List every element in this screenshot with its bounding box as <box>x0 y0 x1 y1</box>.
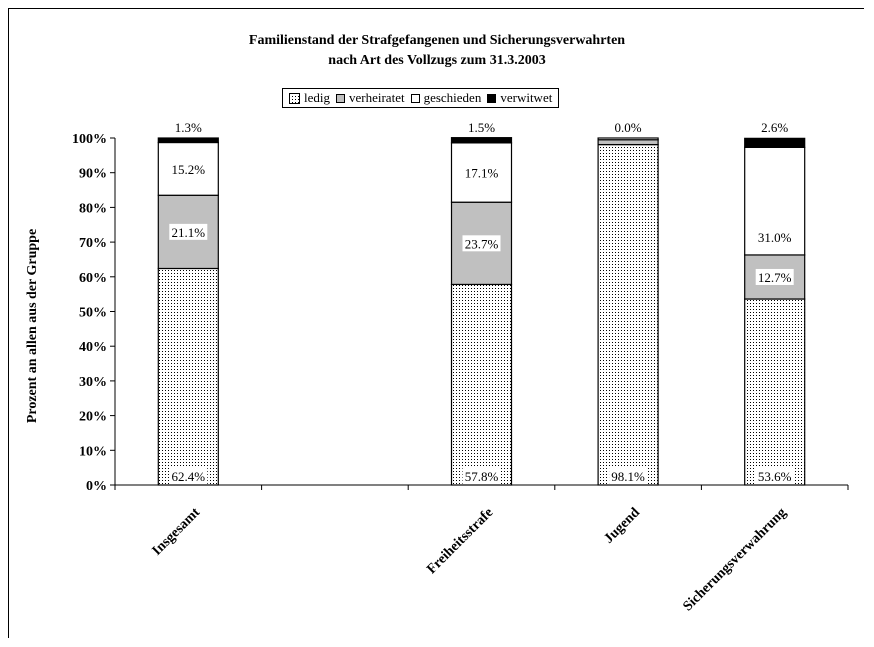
y-tick-label: 80% <box>79 201 107 216</box>
data-label-bg <box>755 228 794 245</box>
data-label-bg <box>462 235 501 252</box>
bar-segment-ledig <box>744 298 806 486</box>
x-category-label: Jugend <box>602 505 644 547</box>
legend-item-verwitwet: verwitwet <box>487 90 552 106</box>
x-category-label: Sicherungsverwahrung <box>680 505 789 614</box>
legend-label-verheiratet: verheiratet <box>349 90 405 105</box>
legend-item-geschieden: geschieden <box>410 90 482 106</box>
data-label-verheiratet: 12.7% <box>758 270 792 285</box>
data-label-geschieden: 15.2% <box>172 162 206 177</box>
bar-segment-verwitwet <box>744 137 806 148</box>
y-tick-label: 90% <box>79 167 107 182</box>
legend-swatch-verheiratet <box>336 93 345 103</box>
y-tick-label: 100% <box>72 132 107 147</box>
chart-subtitle: nach Art des Vollzugs zum 31.3.2003 <box>328 53 546 68</box>
data-label-geschieden: 17.1% <box>465 166 499 181</box>
data-label-bg <box>755 268 794 285</box>
data-label-ledig: 62.4% <box>172 469 206 484</box>
legend-label-ledig: ledig <box>304 90 330 105</box>
y-tick-label: 70% <box>79 236 107 251</box>
legend-label-geschieden: geschieden <box>423 90 482 105</box>
data-label-verwitwet: 1.5% <box>468 120 495 135</box>
legend-swatch-verwitwet <box>487 93 497 103</box>
data-label-verwitwet: 1.3% <box>175 120 202 135</box>
data-label-bg <box>462 164 501 181</box>
y-tick-label: 10% <box>79 444 107 459</box>
bar-segment-verheiratet <box>597 139 659 146</box>
bar-segment-verwitwet <box>157 137 219 144</box>
data-label-bg <box>169 223 208 240</box>
data-label-ledig: 98.1% <box>611 469 645 484</box>
legend-label-verwitwet: verwitwet <box>500 90 553 105</box>
data-label-bg <box>169 160 208 177</box>
y-tick-label: 0% <box>86 479 107 494</box>
data-label-bg <box>609 468 648 484</box>
x-category-label: Insgesamt <box>150 505 204 559</box>
data-label-verheiratet: 23.7% <box>465 236 499 251</box>
data-label-bg <box>169 468 208 484</box>
x-category-label: Freiheitsstrafe <box>424 505 496 577</box>
bar-segment-geschieden <box>597 137 659 141</box>
data-label-ledig: 53.6% <box>758 469 792 484</box>
data-label-ledig: 57.8% <box>465 469 499 484</box>
data-label-verheiratet: 21.1% <box>172 225 206 240</box>
legend-swatch-ledig <box>289 92 300 104</box>
legend-swatch-geschieden <box>410 93 420 103</box>
data-label-verwitwet: 2.6% <box>761 120 788 135</box>
bar-segment-ledig <box>597 143 659 486</box>
legend-item-verheiratet: verheiratet <box>336 90 405 106</box>
y-tick-label: 30% <box>79 375 107 390</box>
legend: ledig verheiratet geschieden verwitwet <box>282 88 560 108</box>
y-tick-label: 50% <box>79 306 107 321</box>
data-label-bg <box>755 468 794 484</box>
chart-frame <box>8 8 864 638</box>
data-label-geschieden: 31.0% <box>758 230 792 245</box>
data-label-verwitwet: 0.0% <box>615 120 642 135</box>
legend-item-ledig: ledig <box>289 90 330 106</box>
bar-segment-ledig <box>157 267 219 486</box>
y-tick-label: 60% <box>79 271 107 286</box>
y-tick-label: 40% <box>79 340 107 355</box>
y-tick-label: 20% <box>79 410 107 425</box>
data-label-bg <box>462 468 501 484</box>
bar-segment-verwitwet <box>450 137 513 144</box>
chart-title: Familienstand der Strafgefangenen und Si… <box>248 33 626 48</box>
bar-segment-ledig <box>450 283 513 486</box>
